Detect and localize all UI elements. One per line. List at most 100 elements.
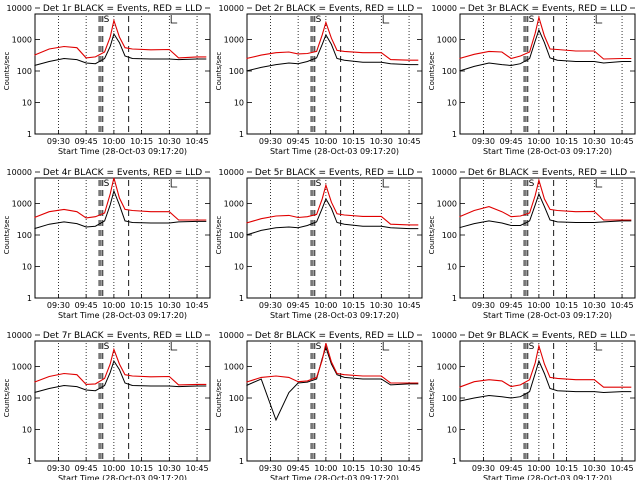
segment-marker-label: S xyxy=(316,15,322,25)
y-tick-label: 1 xyxy=(27,130,32,139)
y-axis-label: Counts/sec xyxy=(428,216,436,255)
x-tick-label: 10:00 xyxy=(314,464,337,473)
x-tick-label: 09:30 xyxy=(47,137,70,146)
series-events-line xyxy=(459,28,632,72)
series-events-line xyxy=(34,189,207,230)
panel-det-5r: Det 5r BLACK = Events, RED = LLD 1 10 100 10… xyxy=(215,168,423,320)
y-tick-label: 100 xyxy=(442,231,457,240)
plot-frame xyxy=(246,340,423,462)
x-tick-label: 10:30 xyxy=(158,137,181,146)
series-lld-line xyxy=(459,178,632,221)
y-tick-label: 1 xyxy=(27,294,32,303)
panel-title: Det 6r BLACK = Events, RED = LLD xyxy=(468,168,627,178)
x-tick-label: 09:30 xyxy=(259,137,282,146)
panel-det-3r: Det 3r BLACK = Events, RED = LLD 1 10 100 10… xyxy=(428,4,636,156)
panel-det-8r: Det 8r BLACK = Events, RED = LLD 1 10 100 10… xyxy=(215,331,423,480)
bracket-marker-icon xyxy=(595,342,603,351)
x-tick-label: 09:45 xyxy=(75,301,98,310)
y-tick-label: 100 xyxy=(17,67,32,76)
x-tick-label: 10:45 xyxy=(186,301,209,310)
x-tick-label: 10:15 xyxy=(342,464,365,473)
series-lld-line xyxy=(459,15,632,60)
series-events-line xyxy=(246,197,419,236)
x-tick-label: 09:30 xyxy=(259,301,282,310)
plot-frame xyxy=(246,177,423,299)
y-tick-label: 10 xyxy=(447,426,457,435)
plot-frame xyxy=(459,13,636,135)
bracket-marker-icon xyxy=(170,15,178,24)
plot-frame xyxy=(459,177,636,299)
segment-marker-label: S xyxy=(316,342,322,352)
x-axis-label: Start Time (28-Oct-03 09:17:20) xyxy=(270,474,399,480)
y-tick-label: 1 xyxy=(452,457,457,466)
x-tick-label: 09:45 xyxy=(287,464,310,473)
y-axis-label: Counts/sec xyxy=(215,52,223,91)
x-tick-label: 10:00 xyxy=(527,301,550,310)
x-axis-label: Start Time (28-Oct-03 09:17:20) xyxy=(58,474,187,480)
series-events-line xyxy=(246,33,419,72)
series-lld-line xyxy=(34,177,207,221)
y-tick-label: 1000 xyxy=(437,36,457,45)
x-tick-label: 10:00 xyxy=(102,137,125,146)
y-tick-label: 1000 xyxy=(224,200,244,209)
series-lld-line xyxy=(34,347,207,386)
segment-marker-label: S xyxy=(529,179,535,189)
series-events-line xyxy=(246,345,419,422)
x-tick-label: 10:45 xyxy=(186,137,209,146)
x-tick-label: 09:30 xyxy=(472,464,495,473)
x-tick-label: 09:45 xyxy=(287,301,310,310)
y-tick-label: 10 xyxy=(22,263,32,272)
y-tick-label: 10000 xyxy=(7,4,32,13)
x-tick-label: 10:15 xyxy=(130,137,153,146)
y-tick-label: 1 xyxy=(239,294,244,303)
plot-frame xyxy=(34,13,211,135)
x-tick-label: 10:45 xyxy=(611,137,634,146)
series-lld-line xyxy=(246,20,419,61)
x-axis-label: Start Time (28-Oct-03 09:17:20) xyxy=(483,311,612,320)
x-tick-label: 09:45 xyxy=(75,464,98,473)
bracket-marker-icon xyxy=(382,179,390,188)
x-tick-label: 10:15 xyxy=(555,464,578,473)
y-tick-label: 10 xyxy=(234,99,244,108)
panel-det-1r: Det 1r BLACK = Events, RED = LLD 1 10 100 10… xyxy=(3,4,211,156)
x-axis-label: Start Time (28-Oct-03 09:17:20) xyxy=(58,147,187,156)
y-tick-label: 100 xyxy=(442,67,457,76)
x-tick-label: 10:00 xyxy=(102,464,125,473)
x-axis-label: Start Time (28-Oct-03 09:17:20) xyxy=(270,147,399,156)
x-tick-label: 09:30 xyxy=(259,464,282,473)
x-tick-label: 10:30 xyxy=(370,137,393,146)
panel-title: Det 9r BLACK = Events, RED = LLD xyxy=(468,331,627,341)
panel-det-7r: Det 7r BLACK = Events, RED = LLD 1 10 100 10… xyxy=(3,331,211,480)
panel-det-2r: Det 2r BLACK = Events, RED = LLD 1 10 100 10… xyxy=(215,4,423,156)
y-tick-label: 100 xyxy=(229,67,244,76)
series-events-line xyxy=(459,359,632,402)
series-events-line xyxy=(34,32,207,66)
x-tick-label: 09:30 xyxy=(472,137,495,146)
y-tick-label: 1000 xyxy=(12,36,32,45)
series-events-line xyxy=(34,359,207,393)
x-tick-label: 10:15 xyxy=(342,137,365,146)
x-tick-label: 10:00 xyxy=(527,137,550,146)
series-lld-line xyxy=(246,183,419,226)
bracket-marker-icon xyxy=(595,179,603,188)
y-tick-label: 10 xyxy=(447,263,457,272)
y-tick-label: 10 xyxy=(447,99,457,108)
series-lld-line xyxy=(34,18,207,59)
segment-marker-label: S xyxy=(104,342,110,352)
y-tick-label: 10 xyxy=(22,99,32,108)
x-tick-label: 10:45 xyxy=(398,464,421,473)
y-tick-label: 100 xyxy=(229,231,244,240)
x-tick-label: 09:30 xyxy=(47,301,70,310)
plot-frame xyxy=(246,13,423,135)
segment-marker-label: S xyxy=(316,179,322,189)
panel-det-6r: Det 6r BLACK = Events, RED = LLD 1 10 100 10… xyxy=(428,168,636,320)
y-tick-label: 1000 xyxy=(437,363,457,372)
y-tick-label: 100 xyxy=(442,394,457,403)
plot-frame xyxy=(34,340,211,462)
bracket-marker-icon xyxy=(382,15,390,24)
x-tick-label: 10:45 xyxy=(611,301,634,310)
y-axis-label: Counts/sec xyxy=(3,216,11,255)
bracket-marker-icon xyxy=(382,342,390,351)
x-tick-label: 09:45 xyxy=(500,137,523,146)
x-tick-label: 10:00 xyxy=(527,464,550,473)
